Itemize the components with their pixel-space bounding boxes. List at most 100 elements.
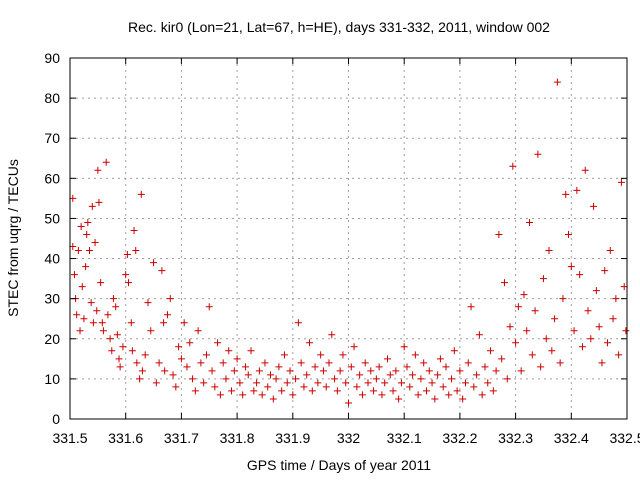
data-point [523, 327, 531, 335]
x-tick-label: 332.3 [498, 430, 533, 446]
data-point [236, 379, 244, 387]
data-point [95, 198, 103, 206]
data-point [280, 351, 288, 359]
data-point [470, 383, 478, 391]
data-point [506, 323, 514, 331]
data-point [147, 327, 155, 335]
data-point [124, 279, 132, 287]
data-point [113, 331, 121, 339]
data-point [70, 271, 78, 279]
data-point [517, 367, 525, 375]
data-point [88, 202, 96, 210]
data-point [303, 371, 311, 379]
y-tick-label: 80 [44, 90, 60, 106]
data-point [531, 307, 539, 315]
x-axis-label: GPS time / Days of year 2011 [247, 457, 431, 473]
data-point [592, 287, 600, 295]
data-point [141, 351, 149, 359]
data-point [77, 222, 85, 230]
data-point [138, 367, 146, 375]
data-point [87, 299, 95, 307]
data-points [69, 78, 630, 407]
x-axis-ticks: 331.5 331.6 331.7 331.8 331.9 332 332.1 332.2 33… [52, 58, 640, 446]
data-point [264, 383, 272, 391]
data-point [590, 202, 598, 210]
data-point [74, 247, 82, 255]
data-point [150, 259, 158, 267]
data-point [108, 347, 116, 355]
data-point [456, 367, 464, 375]
x-tick-label: 332.1 [387, 430, 422, 446]
data-point [606, 247, 614, 255]
data-point [314, 379, 322, 387]
data-point [294, 319, 302, 327]
data-point [99, 327, 107, 335]
data-point [567, 263, 575, 271]
data-point [548, 347, 556, 355]
data-point [306, 339, 314, 347]
data-point [319, 367, 327, 375]
data-point [537, 363, 545, 371]
data-point [130, 226, 138, 234]
data-point [545, 247, 553, 255]
data-point [556, 359, 564, 367]
data-point [392, 367, 400, 375]
data-point [492, 367, 500, 375]
data-point [202, 351, 210, 359]
x-tick-label: 332.4 [554, 430, 589, 446]
data-point [356, 371, 364, 379]
data-point [467, 303, 475, 311]
data-point [436, 355, 444, 363]
data-point [239, 391, 247, 399]
data-point [208, 367, 216, 375]
data-point [322, 383, 330, 391]
data-point [375, 363, 383, 371]
data-point [361, 359, 369, 367]
data-point [534, 150, 542, 158]
data-point [578, 343, 586, 351]
y-axis-ticks: 0 10 20 30 40 50 60 70 80 90 [44, 50, 627, 427]
data-point [539, 275, 547, 283]
data-point [448, 375, 456, 383]
y-tick-label: 20 [44, 331, 60, 347]
data-point [180, 319, 188, 327]
data-point [104, 311, 112, 319]
data-point [225, 347, 233, 355]
data-point [275, 363, 283, 371]
data-point [244, 371, 252, 379]
data-point [230, 367, 238, 375]
data-point [439, 383, 447, 391]
data-point [247, 347, 255, 355]
data-point [542, 335, 550, 343]
data-point [325, 359, 333, 367]
data-point [97, 279, 105, 287]
data-point [473, 371, 481, 379]
data-point [127, 319, 135, 327]
data-point [269, 395, 277, 403]
data-point [461, 379, 469, 387]
data-point [495, 230, 503, 238]
data-point [551, 315, 559, 323]
data-point [183, 363, 191, 371]
data-point [378, 391, 386, 399]
data-point [367, 367, 375, 375]
data-point [559, 295, 567, 303]
data-point [584, 307, 592, 315]
data-point [283, 379, 291, 387]
data-point [292, 375, 300, 383]
data-point [434, 371, 442, 379]
data-point [228, 387, 236, 395]
data-point [172, 383, 180, 391]
data-point [342, 379, 350, 387]
y-tick-label: 90 [44, 50, 60, 66]
data-point [175, 343, 183, 351]
data-point [200, 379, 208, 387]
data-point [514, 303, 522, 311]
y-tick-label: 60 [44, 170, 60, 186]
data-point [132, 247, 140, 255]
data-point [464, 359, 472, 367]
data-point [500, 279, 508, 287]
data-point [617, 178, 625, 186]
data-point [177, 355, 185, 363]
data-point [128, 347, 136, 355]
